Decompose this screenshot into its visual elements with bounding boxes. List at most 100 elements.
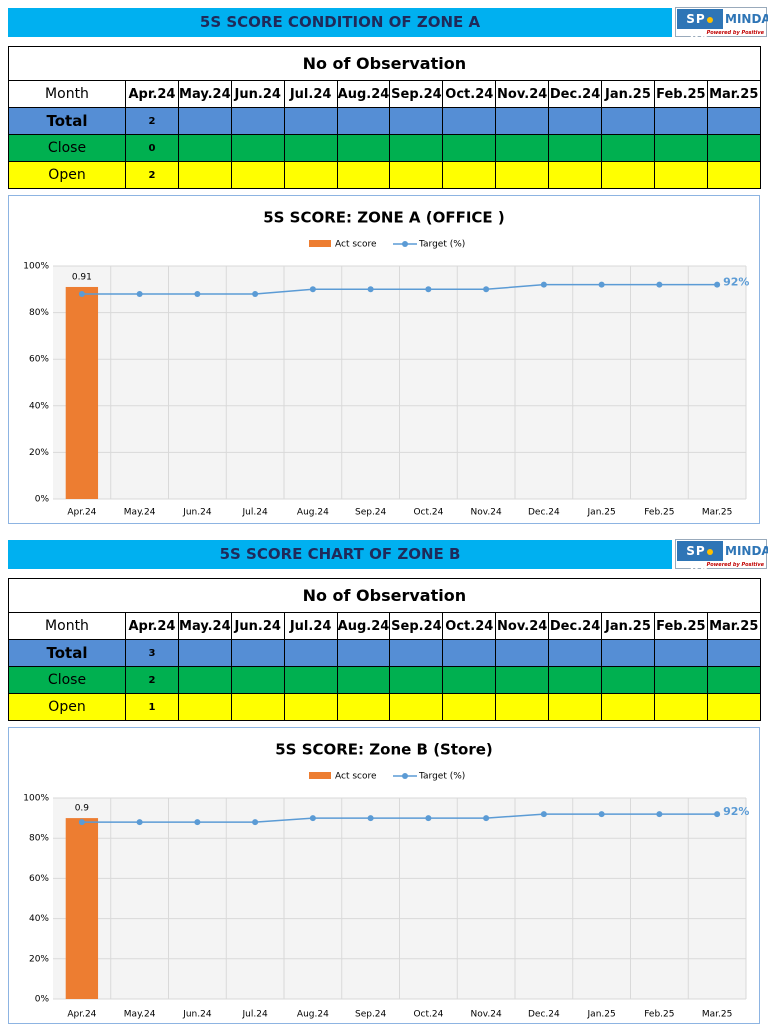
empty-cell [601, 134, 655, 162]
legend-swatch [402, 773, 408, 779]
header-cell: May.24 [177, 612, 232, 640]
y-tick-label: 80% [29, 834, 49, 844]
line-marker [540, 811, 547, 818]
empty-cell [548, 107, 603, 135]
header-cell: Jun.24 [230, 612, 285, 640]
x-tick-label: Jul.24 [242, 1010, 268, 1020]
empty-cell [495, 107, 550, 135]
line-marker [78, 290, 85, 297]
logo-text: SP [686, 544, 706, 558]
line-marker [252, 819, 259, 826]
empty-cell [283, 639, 338, 667]
data-label: 0.91 [72, 272, 92, 282]
section-title: 5S SCORE CHART OF ZONE B [8, 540, 672, 569]
header-row: Month Apr.24 May.24 Jun.24 Jul.24 Aug.24 Sep.2… [8, 612, 761, 640]
line-marker [714, 811, 721, 818]
header-cell: Dec.24 [548, 80, 603, 108]
empty-cell [653, 666, 708, 694]
line-marker [78, 819, 85, 826]
table-row: Total 2 [8, 107, 761, 135]
observation-table: No of Observation Month Apr.24 May.24 Jun.24… [8, 46, 761, 189]
data-label: 92% [723, 276, 749, 289]
row-value: 0 [125, 134, 179, 162]
empty-cell [336, 134, 391, 162]
header-cell: Jun.24 [230, 80, 285, 108]
logo: SP RK MINDA Powered by Positive [675, 7, 768, 46]
empty-cell [177, 639, 232, 667]
empty-cell [442, 134, 497, 162]
line-marker [656, 281, 663, 288]
x-tick-label: Jun.24 [182, 1010, 212, 1020]
empty-cell [389, 161, 444, 189]
empty-cell [601, 639, 655, 667]
empty-cell [601, 666, 655, 694]
logo-tagline: Powered by Positive [706, 562, 764, 568]
row-label: Open [8, 161, 126, 189]
table-row: Open 1 [8, 693, 761, 721]
line [81, 283, 718, 295]
logo: SP RK MINDA Powered by Positive [675, 539, 768, 578]
legend-label: Target (%) [418, 240, 465, 250]
header-cell: Month [8, 612, 126, 640]
empty-cell [389, 639, 444, 667]
logo-mark: SP RK [677, 9, 723, 46]
legend-swatch [402, 241, 408, 247]
empty-cell [283, 161, 338, 189]
empty-cell [336, 666, 391, 694]
line-marker [136, 290, 143, 297]
line-marker [598, 811, 605, 818]
x-tick-label: Sep.24 [355, 508, 387, 518]
header-cell: Month [8, 80, 126, 108]
data-label: 0.9 [75, 804, 90, 814]
empty-cell [601, 693, 655, 721]
empty-cell [177, 693, 232, 721]
x-tick-label: Dec.24 [528, 1010, 560, 1020]
logo-dot [706, 549, 713, 555]
chart: 5S SCORE: ZONE A (OFFICE ) Act score Targe… [8, 195, 760, 524]
empty-cell [389, 107, 444, 135]
header-cell: Dec.24 [548, 612, 603, 640]
empty-cell [601, 107, 655, 135]
y-tick-label: 20% [29, 448, 49, 458]
x-tick-label: Jan.25 [587, 1010, 616, 1020]
empty-cell [177, 107, 232, 135]
x-tick-label: Mar.25 [702, 508, 732, 518]
empty-cell [336, 639, 391, 667]
empty-cell [283, 693, 338, 721]
x-tick-label: Aug.24 [297, 508, 329, 518]
line-marker [136, 819, 143, 826]
logo-text: RK [689, 32, 711, 46]
line-marker [483, 286, 490, 293]
data-label: 92% [723, 805, 749, 818]
header-cell: Feb.25 [653, 612, 708, 640]
x-tick-label: Apr.24 [67, 508, 96, 518]
empty-cell [653, 161, 708, 189]
empty-cell [336, 693, 391, 721]
x-tick-label: Mar.25 [702, 1010, 732, 1020]
header-cell: Jul.24 [283, 612, 338, 640]
empty-cell [548, 161, 603, 189]
empty-cell [706, 666, 761, 694]
empty-cell [389, 134, 444, 162]
row-value: 2 [125, 666, 179, 694]
line-marker [540, 281, 547, 288]
row-value: 3 [125, 639, 179, 667]
empty-cell [230, 107, 285, 135]
line-marker [252, 290, 259, 297]
legend-swatch [309, 772, 331, 779]
x-tick-label: Aug.24 [297, 1010, 329, 1020]
chart-svg: 5S SCORE: Zone B (Store) Act score Target … [23, 741, 749, 1020]
chart: 5S SCORE: Zone B (Store) Act score Target … [8, 727, 760, 1024]
legend-label: Act score [335, 240, 377, 250]
empty-cell [548, 134, 603, 162]
empty-cell [653, 107, 708, 135]
row-label: Open [8, 693, 126, 721]
empty-cell [548, 693, 603, 721]
header-cell: Jul.24 [283, 80, 338, 108]
empty-cell [177, 161, 232, 189]
logo-tagline: Powered by Positive [706, 30, 764, 36]
x-tick-label: Nov.24 [471, 1010, 502, 1020]
header-cell: May.24 [177, 80, 232, 108]
empty-cell [230, 693, 285, 721]
x-tick-label: Oct.24 [413, 1010, 443, 1020]
